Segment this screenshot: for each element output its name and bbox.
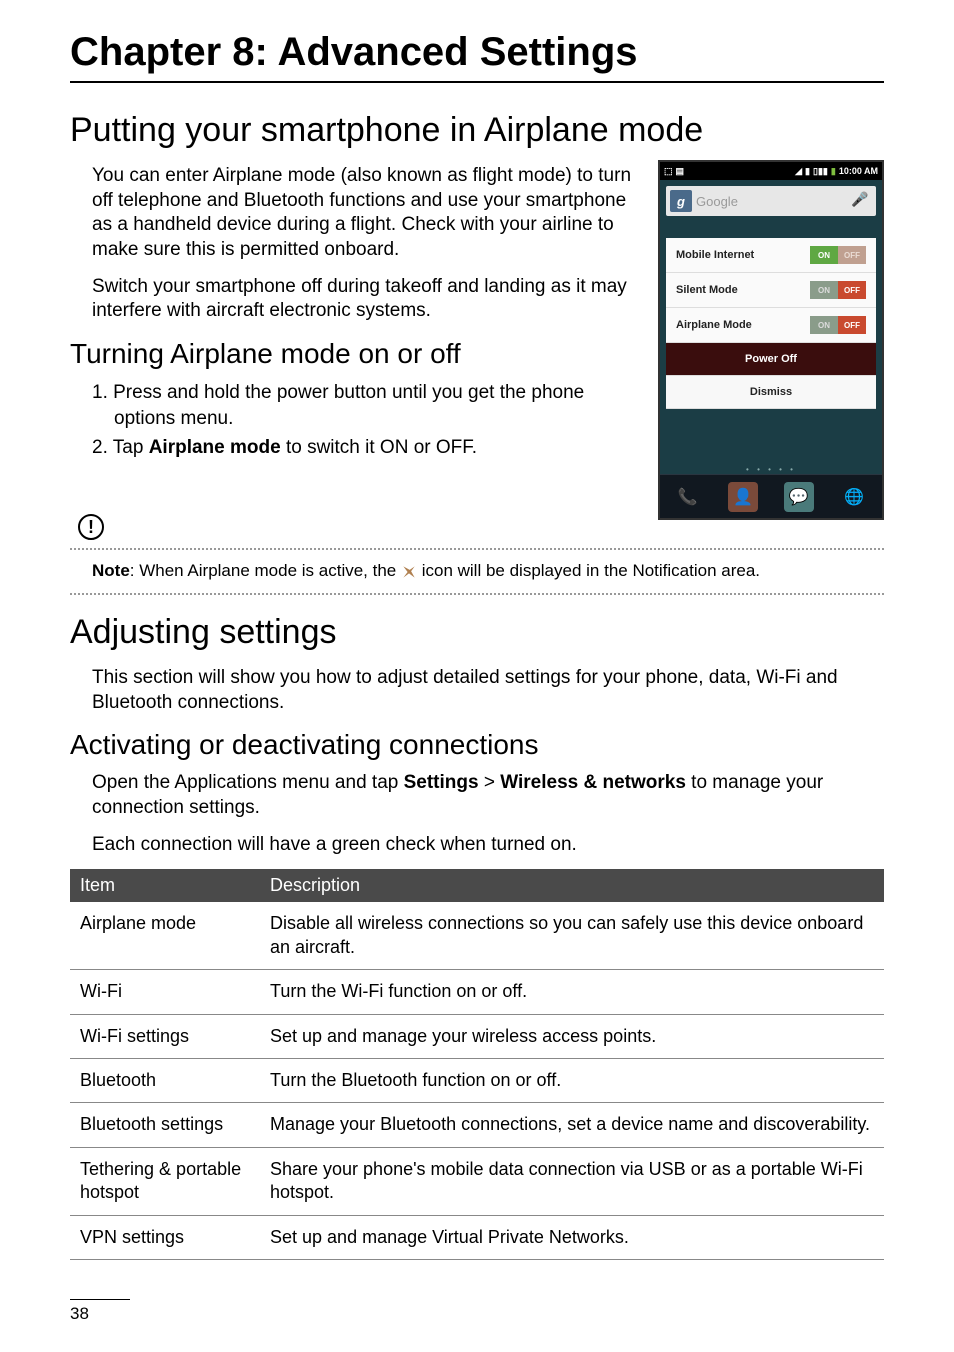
airplane-icon xyxy=(401,564,417,580)
note-block: Note: When Airplane mode is active, the … xyxy=(70,560,884,595)
toggle-on[interactable]: ON xyxy=(810,246,838,264)
toggle-on[interactable]: ON xyxy=(810,316,838,334)
page-number: 38 xyxy=(70,1299,130,1324)
menu-row-silent-mode[interactable]: Silent Mode ON OFF xyxy=(666,273,876,308)
text-bold: Airplane mode xyxy=(149,437,281,458)
table-row: Bluetooth settingsManage your Bluetooth … xyxy=(70,1103,884,1147)
toggle-on[interactable]: ON xyxy=(810,281,838,299)
phone-status-bar: ⬚ ▤ ◢ ▮ ▯▮▮ ▮ 10:00 AM xyxy=(660,162,882,180)
text: > xyxy=(479,772,501,793)
toggle-off[interactable]: OFF xyxy=(838,246,866,264)
paragraph: Open the Applications menu and tap Setti… xyxy=(70,771,884,820)
table-row: Tethering & portable hotspotShare your p… xyxy=(70,1147,884,1215)
table-header-item: Item xyxy=(70,869,260,902)
text: Open the Applications menu and tap xyxy=(92,772,404,793)
table-row: Wi-Fi settingsSet up and manage your wir… xyxy=(70,1014,884,1058)
power-off-button[interactable]: Power Off xyxy=(666,343,876,376)
paragraph: Each connection will have a green check … xyxy=(70,833,884,858)
text: 2. Tap xyxy=(92,437,149,458)
browser-icon[interactable]: 🌐 xyxy=(839,482,869,512)
text: to switch it ON or OFF. xyxy=(281,437,477,458)
table-row: Wi-FiTurn the Wi-Fi function on or off. xyxy=(70,970,884,1014)
power-menu: Mobile Internet ON OFF Silent Mode ON OF… xyxy=(666,238,876,409)
section-heading-adjusting: Adjusting settings xyxy=(70,613,884,652)
wifi-icon: ◢ xyxy=(795,166,802,177)
text: : When Airplane mode is active, the xyxy=(130,561,401,580)
cell-desc: Share your phone's mobile data connectio… xyxy=(260,1147,884,1215)
table-row: BluetoothTurn the Bluetooth function on … xyxy=(70,1058,884,1102)
messages-icon[interactable]: 💬 xyxy=(784,482,814,512)
settings-table: Item Description Airplane modeDisable al… xyxy=(70,869,884,1260)
dotted-divider xyxy=(70,548,884,550)
menu-row-mobile-internet[interactable]: Mobile Internet ON OFF xyxy=(666,238,876,273)
cell-item: Tethering & portable hotspot xyxy=(70,1147,260,1215)
cell-item: VPN settings xyxy=(70,1215,260,1259)
signal-icon: ▮ xyxy=(805,166,810,177)
section-heading-airplane: Putting your smartphone in Airplane mode xyxy=(70,111,884,150)
cell-desc: Set up and manage your wireless access p… xyxy=(260,1014,884,1058)
status-icon: ▤ xyxy=(676,166,685,177)
google-badge-icon: g xyxy=(670,190,692,212)
text-bold: Wireless & networks xyxy=(500,772,686,793)
cell-desc: Disable all wireless connections so you … xyxy=(260,902,884,969)
cell-desc: Turn the Wi-Fi function on or off. xyxy=(260,970,884,1014)
chapter-title: Chapter 8: Advanced Settings xyxy=(70,30,884,83)
table-header-description: Description xyxy=(260,869,884,902)
phone-icon[interactable]: 📞 xyxy=(673,482,703,512)
text: icon will be displayed in the Notificati… xyxy=(422,561,760,580)
search-placeholder: Google xyxy=(696,194,850,209)
menu-label: Mobile Internet xyxy=(676,249,754,261)
table-row: Airplane modeDisable all wireless connec… xyxy=(70,902,884,969)
status-icon: ⬚ xyxy=(664,166,673,177)
cell-item: Wi-Fi settings xyxy=(70,1014,260,1058)
menu-label: Airplane Mode xyxy=(676,319,752,331)
table-row: VPN settingsSet up and manage Virtual Pr… xyxy=(70,1215,884,1259)
mic-icon[interactable]: 🎤 xyxy=(850,191,870,211)
clock-text: 10:00 AM xyxy=(839,166,878,176)
page-indicator: • • • • • xyxy=(660,465,882,474)
toggle-off[interactable]: OFF xyxy=(838,316,866,334)
cell-item: Bluetooth xyxy=(70,1058,260,1102)
warning-icon: ! xyxy=(78,514,104,540)
battery-icon: ▮ xyxy=(831,166,836,177)
text-bold: Settings xyxy=(404,772,479,793)
contacts-icon[interactable]: 👤 xyxy=(728,482,758,512)
dismiss-button[interactable]: Dismiss xyxy=(666,376,876,409)
menu-row-airplane-mode[interactable]: Airplane Mode ON OFF xyxy=(666,308,876,343)
note-label: Note xyxy=(92,561,130,580)
cell-desc: Set up and manage Virtual Private Networ… xyxy=(260,1215,884,1259)
cell-item: Wi-Fi xyxy=(70,970,260,1014)
cell-item: Airplane mode xyxy=(70,902,260,969)
cell-item: Bluetooth settings xyxy=(70,1103,260,1147)
cell-desc: Manage your Bluetooth connections, set a… xyxy=(260,1103,884,1147)
toggle-off[interactable]: OFF xyxy=(838,281,866,299)
phone-dock: 📞 👤 💬 🌐 xyxy=(660,474,882,518)
cell-desc: Turn the Bluetooth function on or off. xyxy=(260,1058,884,1102)
signal-bars-icon: ▯▮▮ xyxy=(813,166,828,177)
phone-search-bar[interactable]: g Google 🎤 xyxy=(666,186,876,216)
menu-label: Silent Mode xyxy=(676,284,738,296)
subheading-activating: Activating or deactivating connections xyxy=(70,729,884,761)
phone-screenshot: ⬚ ▤ ◢ ▮ ▯▮▮ ▮ 10:00 AM g Google 🎤 Mobile… xyxy=(658,160,884,520)
paragraph: This section will show you how to adjust… xyxy=(70,666,884,715)
